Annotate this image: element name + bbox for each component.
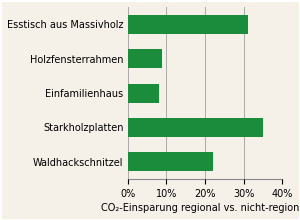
- Bar: [128, 49, 162, 68]
- Bar: [128, 152, 213, 171]
- Bar: [128, 118, 263, 137]
- X-axis label: CO₂-Einsparung regional vs. nicht-regional: CO₂-Einsparung regional vs. nicht-region…: [101, 203, 300, 213]
- Bar: [128, 84, 159, 103]
- Bar: [128, 15, 248, 34]
